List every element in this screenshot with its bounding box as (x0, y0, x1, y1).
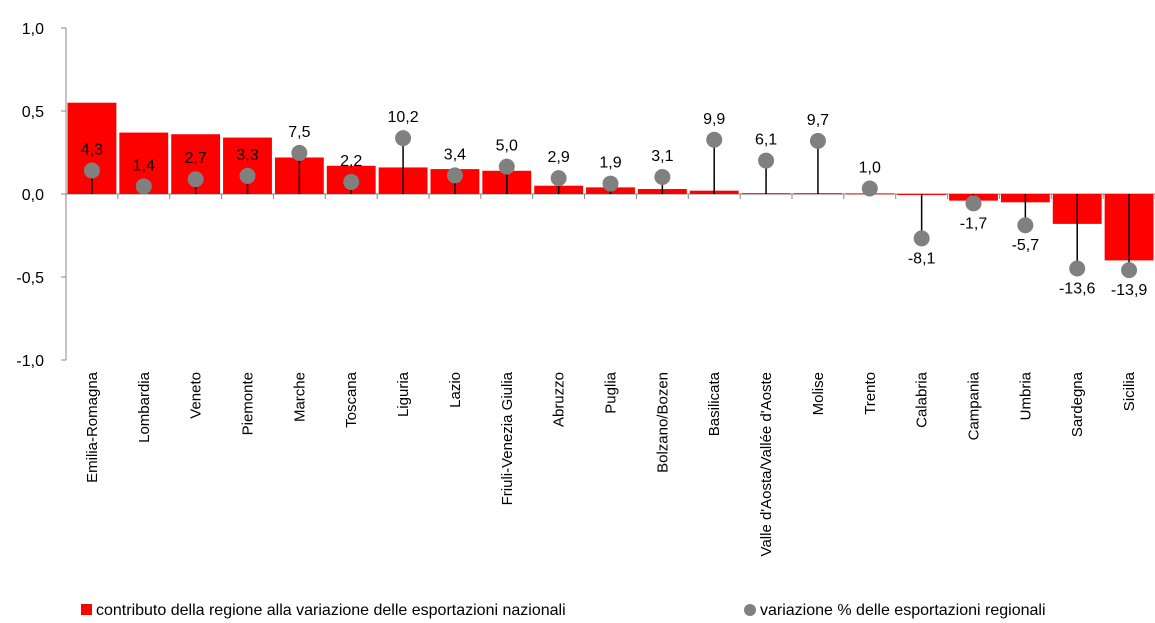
y-tick-label: 1,0 (22, 21, 44, 38)
data-point (758, 152, 775, 169)
data-point (654, 169, 671, 186)
data-label: 3,3 (236, 147, 258, 164)
data-point (395, 130, 412, 147)
data-point (291, 144, 308, 161)
data-point (809, 132, 826, 149)
data-label: -8,1 (908, 250, 936, 267)
data-point (1069, 260, 1086, 277)
legend: contributo della regione alla variazione… (81, 602, 1046, 619)
legend-label-dot: variazione % delle esportazioni regional… (760, 602, 1046, 619)
data-point (913, 230, 930, 247)
data-label: 4,3 (81, 141, 103, 158)
data-point (343, 173, 360, 190)
data-label: 1,0 (859, 160, 881, 177)
legend-swatch-bar (81, 604, 92, 615)
data-label: 1,4 (133, 157, 155, 174)
x-tick-label: Emilia-Romagna (84, 371, 101, 483)
data-label: 2,2 (340, 153, 362, 170)
x-tick-label: Toscana (343, 371, 360, 428)
x-tick-label: Bolzano/Bozen (654, 372, 671, 473)
data-point (965, 195, 982, 212)
data-point (83, 162, 100, 179)
data-point (861, 180, 878, 197)
data-label: 1,9 (599, 155, 621, 172)
data-label: 2,7 (185, 150, 207, 167)
data-point (602, 175, 619, 192)
data-point (135, 178, 152, 195)
x-tick-label: Calabria (914, 371, 931, 428)
data-label: 9,9 (703, 111, 725, 128)
x-tick-label: Sicilia (1121, 371, 1138, 411)
data-point (498, 158, 515, 175)
y-tick-label: -0,5 (16, 270, 44, 287)
data-point (550, 170, 567, 187)
legend-swatch-dot (744, 604, 756, 616)
data-point (446, 167, 463, 184)
data-point (1121, 262, 1138, 279)
x-tick-label: Puglia (603, 371, 620, 413)
y-tick-label: -1,0 (16, 353, 44, 370)
data-point (706, 131, 723, 148)
dot-stems (91, 138, 1130, 271)
category-labels: Emilia-Romagna Lombardia Veneto Piemonte Mar… (84, 371, 1138, 556)
data-point (239, 167, 256, 184)
data-label: 3,1 (651, 148, 673, 165)
x-tick-label: Friuli-Venezia Giulia (499, 371, 516, 505)
x-tick-label: Sardegna (1069, 371, 1086, 437)
y-tick-label: 0,5 (22, 104, 44, 121)
x-tick-label: Lazio (447, 372, 464, 408)
x-tick-label: Lombardia (136, 371, 153, 443)
data-label: 7,5 (288, 124, 310, 141)
x-tick-label: Veneto (188, 372, 205, 419)
x-tick-label: Liguria (395, 371, 412, 417)
x-tick-label: Basilicata (706, 371, 723, 436)
data-label: 3,4 (444, 146, 466, 163)
data-label: 9,7 (807, 112, 829, 129)
x-tick-label: Umbria (1017, 371, 1034, 420)
data-label: 6,1 (755, 132, 777, 149)
dots (83, 130, 1138, 279)
data-label: -13,9 (1111, 282, 1148, 299)
data-label: 5,0 (496, 138, 518, 155)
data-point (1017, 217, 1034, 234)
data-label: -1,7 (960, 215, 988, 232)
data-point (187, 171, 204, 188)
y-tick-label: 0,0 (22, 187, 44, 204)
x-tick-label: Abruzzo (551, 372, 568, 427)
x-tick-label: Molise (810, 372, 827, 415)
legend-label-bar: contributo della regione alla variazione… (96, 602, 566, 619)
x-tick-label: Marche (291, 372, 308, 422)
data-label: 10,2 (388, 109, 419, 126)
data-label: 2,9 (548, 149, 570, 166)
x-tick-label: Piemonte (240, 372, 257, 435)
x-tick-label: Valle d'Aosta/Vallée d'Aoste (758, 372, 775, 556)
x-tick-label: Trento (862, 372, 879, 415)
data-labels: 4,3 1,4 2,7 3,3 7,5 2,2 10,2 3,4 5,0 2,9 1,9 3,1 9,9… (81, 109, 1148, 299)
data-label: -5,7 (1012, 237, 1040, 254)
x-tick-label: Campania (966, 371, 983, 440)
data-label: -13,6 (1059, 281, 1096, 298)
